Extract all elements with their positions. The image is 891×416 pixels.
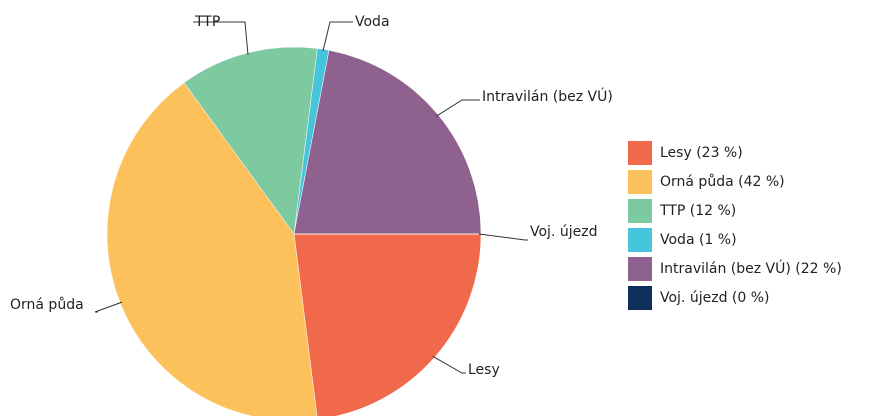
legend-swatch <box>628 199 652 223</box>
leader-line <box>193 21 249 55</box>
legend-swatch <box>628 286 652 310</box>
legend-label: TTP (12 %) <box>659 203 736 219</box>
slice-label: Lesy <box>468 362 500 378</box>
legend-label: Voj. újezd (0 %) <box>660 290 770 306</box>
slice-label: Orná půda <box>10 297 84 313</box>
legend-label: Intravilán (bez VÚ) (22 %) <box>660 259 842 277</box>
legend-label: Orná půda (42 %) <box>660 174 785 190</box>
pie-slice <box>293 233 482 416</box>
leader-line <box>478 233 528 241</box>
legend-swatch <box>628 228 652 252</box>
legend-label: Voda (1 %) <box>660 232 737 248</box>
leader-line <box>322 21 353 52</box>
legend-swatch <box>628 170 652 194</box>
leader-line <box>436 99 480 117</box>
legend-swatch <box>628 141 652 165</box>
slice-label: Voda <box>355 14 390 30</box>
legend-label: Lesy (23 %) <box>660 145 743 161</box>
slice-label: Intravilán (bez VÚ) <box>482 87 613 105</box>
slice-label: TTP <box>194 14 220 30</box>
legend-swatch <box>628 257 652 281</box>
slice-label: Voj. újezd <box>530 224 597 240</box>
leader-line <box>432 355 466 374</box>
leader-line <box>94 301 123 313</box>
